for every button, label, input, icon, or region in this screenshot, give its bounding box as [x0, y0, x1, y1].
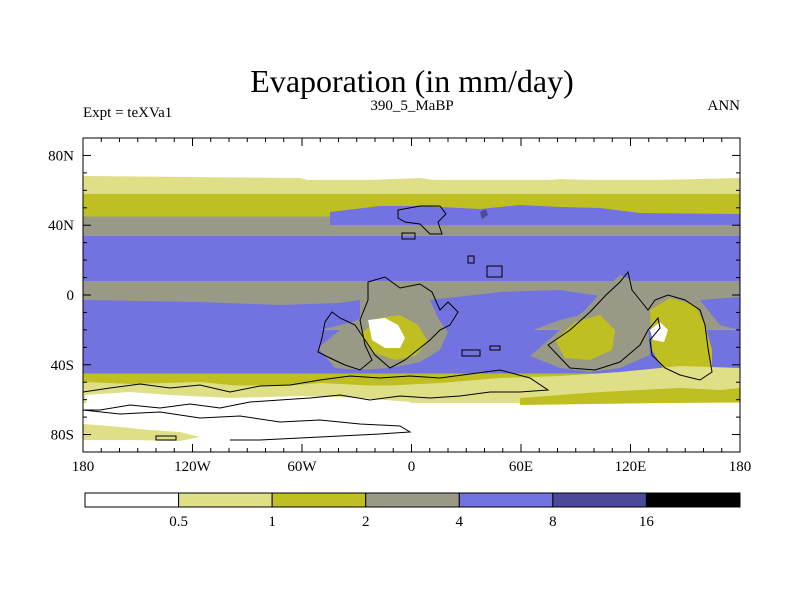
- contour-region: [650, 322, 668, 342]
- coastline: [397, 205, 447, 235]
- contour-region: [330, 205, 740, 225]
- contour-region: [430, 290, 600, 345]
- contour-region: [368, 318, 405, 348]
- x-tick-label: 180: [72, 459, 95, 475]
- coastline: [461, 349, 481, 357]
- colorbar-box: [645, 492, 741, 508]
- experiment-label: Expt = teXVa1: [83, 105, 172, 121]
- colorbar-labels: 0.5 1 2 4 8 16: [169, 514, 654, 530]
- contour-region: [85, 392, 420, 440]
- season-label: ANN: [708, 98, 741, 114]
- axis-ticks: [82, 138, 741, 452]
- chart-title: Evaporation (in mm/day): [250, 63, 573, 99]
- map-field: [83, 138, 740, 452]
- colorbar-box: [271, 492, 367, 508]
- contour-region: [83, 176, 740, 185]
- contour-region: [520, 388, 740, 405]
- y-tick-label: 40N: [48, 218, 74, 234]
- contour-region: [650, 298, 712, 378]
- colorbar-box: [84, 492, 180, 508]
- period-label: 390_5_MaBP: [370, 98, 453, 114]
- regional-detail: [83, 176, 740, 452]
- coastline: [155, 435, 177, 441]
- contour-region: [83, 366, 740, 392]
- colorbar-label: 0.5: [169, 514, 188, 530]
- y-tick-label: 80S: [51, 428, 74, 444]
- colorbar-box: [178, 492, 273, 508]
- coastline: [83, 409, 412, 441]
- coastline: [489, 345, 501, 351]
- coastline: [486, 265, 503, 278]
- x-tick-label: 180: [729, 459, 752, 475]
- x-tick-label: 60W: [287, 459, 317, 475]
- contour-region: [480, 209, 488, 219]
- colorbar: [84, 492, 741, 508]
- zonal-band: [83, 235, 740, 282]
- colorbar-label: 4: [456, 514, 464, 530]
- coastline: [317, 276, 459, 371]
- colorbar-box: [552, 492, 647, 508]
- y-tick-label: 80N: [48, 148, 74, 164]
- x-tick-label: 120E: [615, 459, 647, 475]
- contour-region: [555, 315, 615, 360]
- x-tick-label: 60E: [509, 459, 533, 475]
- y-tick-label: 0: [67, 288, 75, 304]
- colorbar-label: 16: [639, 514, 655, 530]
- coastline: [83, 369, 550, 411]
- colorbar-box: [458, 492, 554, 508]
- y-tick-label: 40S: [51, 358, 74, 374]
- x-tick-label: 0: [408, 459, 416, 475]
- contour-region: [83, 424, 200, 441]
- contour-region: [83, 300, 360, 340]
- contour-region: [700, 297, 740, 330]
- coastline: [401, 232, 416, 240]
- colorbar-label: 2: [362, 514, 370, 530]
- coastline: [547, 270, 713, 381]
- axis-tick-labels: 180 120W 60W 0 60E 120E 180 80N 40N 0 40S 80S: [48, 148, 751, 475]
- x-tick-label: 120W: [174, 459, 212, 475]
- colorbar-label: 8: [549, 514, 557, 530]
- colorbar-box: [365, 492, 460, 508]
- coastlines: [83, 205, 713, 441]
- contour-region: [560, 416, 740, 452]
- colorbar-label: 1: [268, 514, 276, 530]
- coastline: [467, 255, 475, 264]
